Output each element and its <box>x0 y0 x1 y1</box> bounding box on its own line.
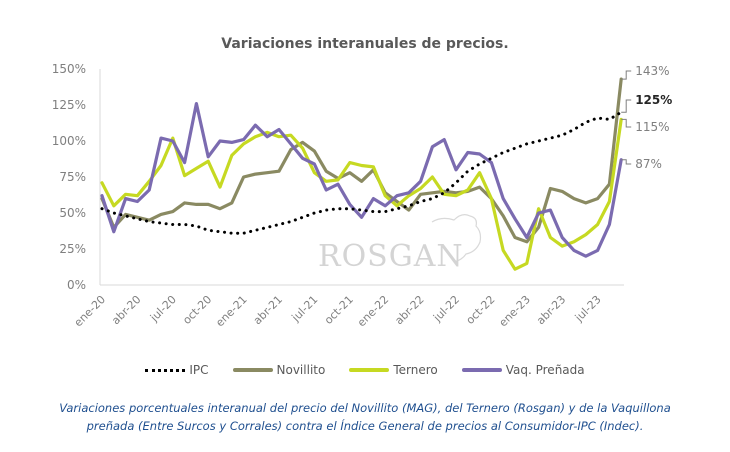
y-tick-label: 50% <box>59 206 86 220</box>
x-tick-label: jul-20 <box>147 293 179 325</box>
leader-line-vaq-preñada <box>621 159 632 165</box>
caption-line-1: Variaciones porcentuales interanual del … <box>59 401 671 415</box>
legend-label: Ternero <box>393 363 438 377</box>
legend-label: IPC <box>189 363 209 377</box>
end-label-ternero: 115% <box>635 120 669 134</box>
legend-item-novillito: Novillito <box>232 363 326 377</box>
end-label-ipc: 125% <box>635 93 672 107</box>
line-chart: ROSGAN 0%25%50%75%100%125%150% ene-20 abr… <box>52 62 673 329</box>
watermark-text: ROSGAN <box>318 239 464 274</box>
legend-item-ipc: IPC <box>145 363 209 377</box>
x-tick-label: jul-22 <box>430 293 462 325</box>
end-label-vaq-preñada: 87% <box>635 157 662 171</box>
y-tick-label: 150% <box>52 62 86 76</box>
x-tick-label: abr-21 <box>251 293 285 327</box>
x-tick-label: jul-21 <box>289 293 321 325</box>
legend-swatch-novillito <box>232 365 273 375</box>
y-tick-label: 75% <box>59 170 86 184</box>
x-tick-label: ene-23 <box>497 293 533 329</box>
legend-item-vaq-preñada: Vaq. Preñada <box>461 363 585 377</box>
legend-swatch-ipc <box>145 365 186 375</box>
x-tick-label: jul-23 <box>572 293 604 325</box>
legend-label: Novillito <box>276 363 326 377</box>
x-tick-label: abr-22 <box>392 293 426 327</box>
y-tick-label: 25% <box>59 242 86 256</box>
leader-line-ipc <box>621 99 632 113</box>
x-tick-label: abr-23 <box>534 293 568 327</box>
x-tick-label: oct-22 <box>464 293 498 327</box>
legend-label: Vaq. Preñada <box>505 363 585 377</box>
x-tick-label: oct-21 <box>322 293 356 327</box>
chart-caption: Variaciones porcentuales interanual del … <box>0 399 730 435</box>
x-tick-label: ene-21 <box>213 293 249 329</box>
rosgan-watermark: ROSGAN <box>318 214 482 274</box>
end-label-novillito: 143% <box>635 64 669 78</box>
leader-line-novillito <box>621 70 632 80</box>
leader-line-ternero <box>621 118 632 128</box>
legend-swatch-ternero <box>349 365 390 375</box>
cow-silhouette-icon <box>431 214 482 263</box>
series-line-vaq-preñada <box>100 101 623 258</box>
x-tick-label: ene-20 <box>72 293 108 329</box>
legend-item-ternero: Ternero <box>349 363 438 377</box>
caption-line-2: preñada (Entre Surcos y Corrales) contra… <box>86 419 644 433</box>
chart-title: Variaciones interanuales de precios. <box>221 36 509 52</box>
y-tick-label: 0% <box>67 278 86 292</box>
y-tick-label: 125% <box>52 98 86 112</box>
series-line-ternero <box>100 117 623 271</box>
y-tick-label: 100% <box>52 134 86 148</box>
legend-swatch-vaq-preñada <box>461 365 502 375</box>
x-tick-label: oct-20 <box>180 293 214 327</box>
x-tick-label: abr-20 <box>109 293 143 327</box>
chart-legend: IPC Novillito Ternero Vaq. Preñada <box>0 363 730 377</box>
x-tick-label: ene-22 <box>355 293 391 329</box>
